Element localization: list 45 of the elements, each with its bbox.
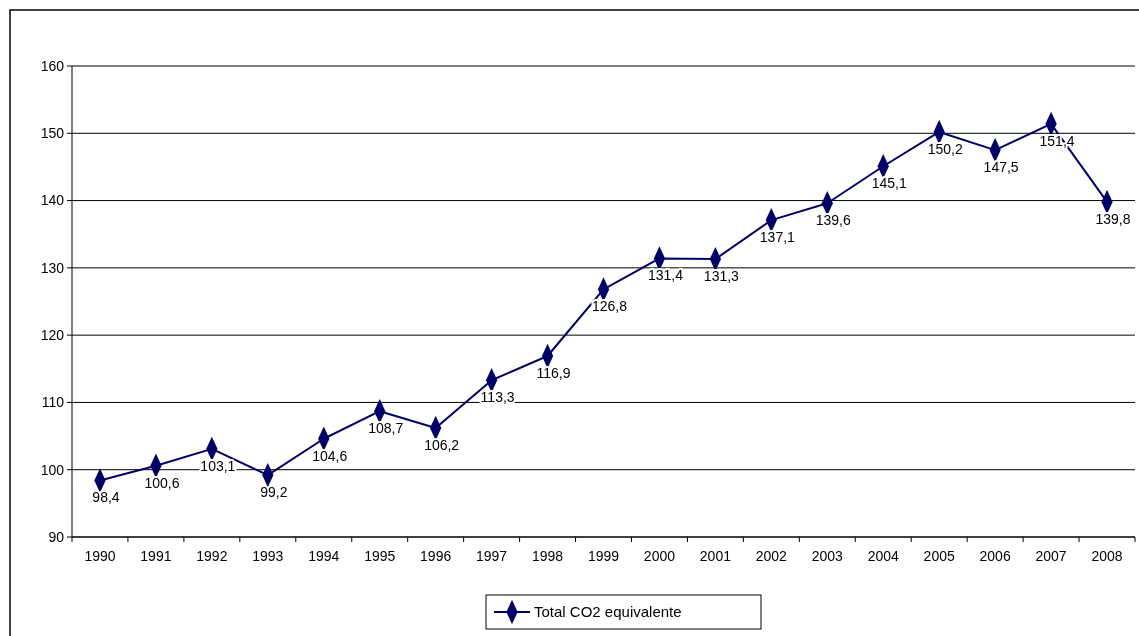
y-tick-label: 160 (40, 57, 65, 74)
x-tick-label: 1992 (196, 548, 228, 564)
y-tick-label: 100 (40, 461, 65, 478)
y-tick-label: 150 (40, 125, 65, 142)
data-label: 98,4 (92, 489, 120, 506)
data-label: 139,8 (1095, 210, 1131, 227)
x-tick-label: 1994 (308, 548, 340, 564)
legend-label: Total CO2 equivalente (534, 603, 682, 621)
x-tick-label: 2000 (643, 548, 676, 564)
data-label: 147,5 (983, 159, 1019, 176)
x-tick-label: 1990 (84, 548, 116, 564)
x-tick-label: 2007 (1035, 548, 1067, 564)
y-tick-label: 140 (40, 192, 65, 209)
data-label: 145,1 (871, 175, 907, 192)
y-tick-label: 120 (40, 327, 65, 344)
x-tick-label: 1998 (531, 548, 564, 564)
x-tick-label: 2008 (1091, 548, 1123, 564)
data-label: 108,7 (368, 420, 404, 437)
y-tick-label: 90 (48, 528, 65, 545)
x-tick-label: 1991 (140, 548, 172, 564)
x-tick-label: 2004 (867, 548, 900, 564)
x-tick-label: 2002 (755, 548, 788, 564)
x-tick-label: 2001 (699, 548, 732, 564)
data-label: 139,6 (815, 212, 852, 229)
data-label: 100,6 (144, 474, 180, 491)
x-tick-label: 1995 (364, 548, 396, 564)
data-label: 131,3 (703, 268, 740, 285)
data-label: 126,8 (591, 298, 628, 315)
data-label: 99,2 (260, 484, 288, 501)
x-tick-label: 2006 (979, 548, 1011, 564)
x-tick-label: 1999 (587, 548, 620, 564)
x-tick-label: 1996 (420, 548, 452, 564)
data-label: 106,2 (424, 437, 460, 453)
data-label: 150,2 (927, 140, 963, 157)
data-label: 116,9 (536, 365, 571, 381)
x-tick-label: 2003 (811, 548, 844, 564)
data-label: 131,4 (647, 267, 684, 284)
y-tick-label: 130 (40, 259, 65, 276)
data-label: 137,1 (759, 229, 796, 246)
x-tick-label: 1997 (476, 548, 508, 564)
x-tick-label: 1993 (252, 548, 284, 564)
y-tick-label: 110 (41, 394, 65, 411)
data-label: 104,6 (312, 447, 348, 464)
x-tick-label: 2005 (923, 548, 955, 564)
data-label: 113,3 (480, 389, 515, 406)
